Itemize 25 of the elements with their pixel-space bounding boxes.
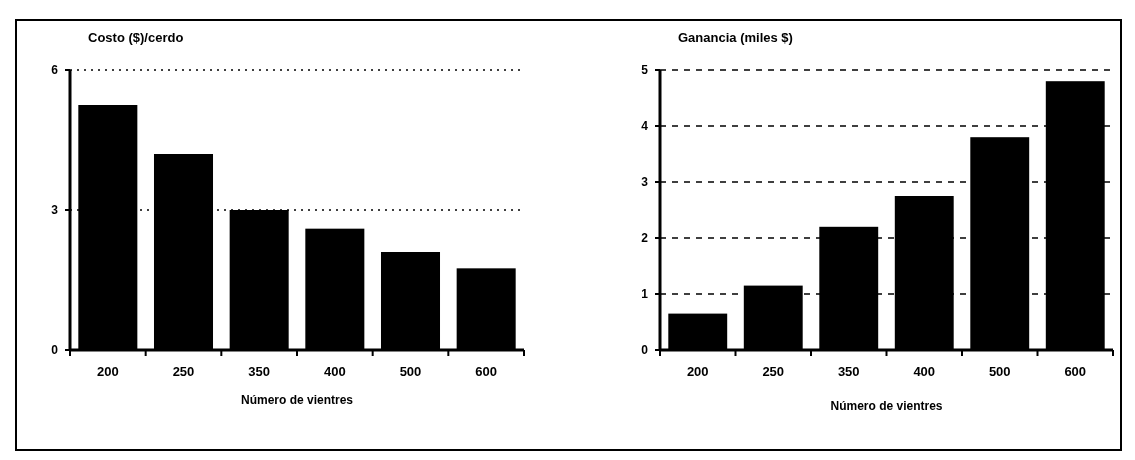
x-axis-title: Número de vientres bbox=[240, 393, 354, 407]
x-axis-title: Número de vientres bbox=[830, 399, 943, 413]
x-tick-label: 500 bbox=[399, 364, 422, 379]
y-tick-label: 3 bbox=[51, 203, 59, 218]
y-tick-label: 1 bbox=[641, 287, 649, 302]
x-tick-label: 400 bbox=[323, 364, 346, 379]
x-tick-label: 200 bbox=[686, 364, 709, 379]
x-tick-label: 600 bbox=[475, 364, 498, 379]
y-tick-label: 6 bbox=[51, 63, 59, 78]
x-tick-label: 600 bbox=[1064, 364, 1087, 379]
x-tick-label: 350 bbox=[837, 364, 860, 379]
y-tick-label: 0 bbox=[51, 343, 59, 358]
y-tick-label: 4 bbox=[641, 119, 649, 134]
y-tick-label: 2 bbox=[641, 231, 649, 246]
x-tick-label: 250 bbox=[762, 364, 785, 379]
x-tick-label: 200 bbox=[96, 364, 119, 379]
y-tick-label: 3 bbox=[641, 175, 649, 190]
x-tick-label: 350 bbox=[248, 364, 271, 379]
chart-title: Ganancia (miles $) bbox=[678, 30, 793, 45]
x-tick-label: 250 bbox=[172, 364, 195, 379]
y-tick-label: 0 bbox=[641, 343, 649, 358]
x-tick-label: 500 bbox=[988, 364, 1011, 379]
x-tick-label: 400 bbox=[913, 364, 936, 379]
y-tick-label: 5 bbox=[641, 63, 649, 78]
chart-title: Costo ($)/cerdo bbox=[88, 30, 184, 45]
